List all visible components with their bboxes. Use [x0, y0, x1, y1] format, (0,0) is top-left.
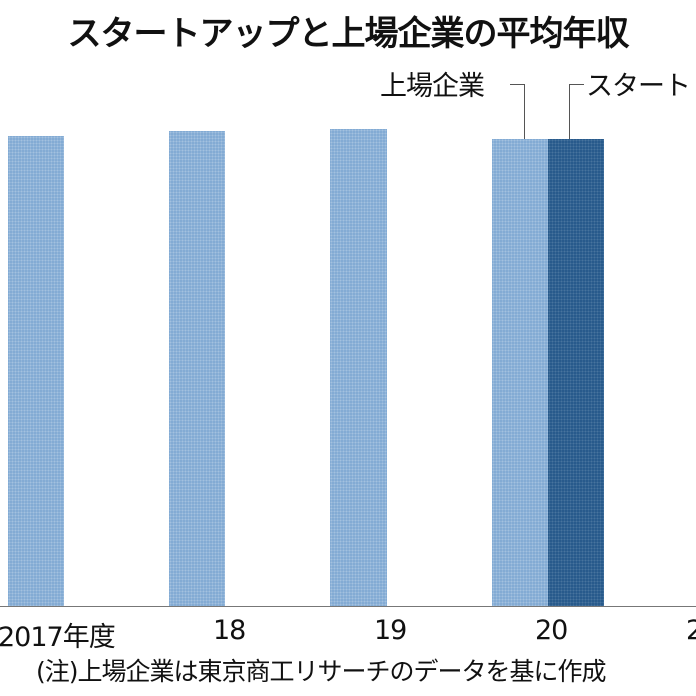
xtick-2017: 2017年度 — [0, 622, 116, 653]
bar-startup-2020 — [548, 139, 604, 607]
legend-label-listed: 上場企業 — [380, 71, 485, 102]
chart-title: スタートアップと上場企業の平均年収 — [67, 14, 630, 54]
x-axis-line — [0, 606, 696, 607]
leader-line-listed — [510, 84, 525, 140]
bar-listed-2018 — [169, 131, 225, 607]
bar-listed-2017 — [8, 136, 64, 607]
xtick-2019: 19 — [374, 615, 407, 646]
xtick-2020: 20 — [535, 615, 568, 646]
xtick-2021-truncated: 2 — [686, 615, 696, 646]
legend-label-startup: スタート — [586, 71, 691, 102]
source-note: (注)上場企業は東京商工リサーチのデータを基に作成 — [36, 657, 607, 686]
leader-line-startup — [569, 84, 584, 140]
xtick-2018: 18 — [213, 615, 246, 646]
bar-listed-2019 — [330, 129, 387, 607]
bar-listed-2020 — [492, 139, 548, 607]
